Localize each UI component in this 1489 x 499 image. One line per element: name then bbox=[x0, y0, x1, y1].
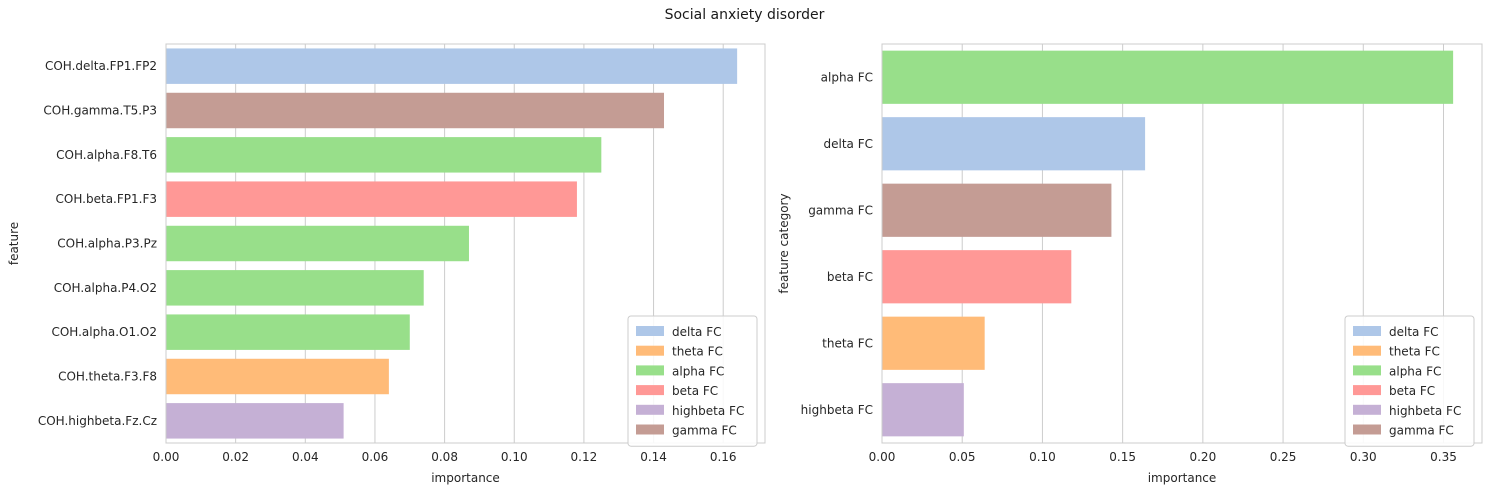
legend-swatch bbox=[636, 404, 664, 415]
axes-frame bbox=[165, 43, 766, 444]
x-tick-label: 0.15 bbox=[1109, 450, 1136, 464]
bar bbox=[166, 48, 738, 84]
x-axis-label: importance bbox=[1148, 471, 1217, 485]
legend-swatch bbox=[636, 385, 664, 396]
legend-label: alpha FC bbox=[672, 364, 724, 378]
x-tick-label: 0.10 bbox=[501, 450, 528, 464]
x-tick-label: 0.16 bbox=[710, 450, 737, 464]
subplot-1: 0.00 0.02 0.04 0.06 0.08 0.10 0.12 0.14 0.16 COH.… bbox=[7, 43, 766, 485]
bar bbox=[882, 183, 1112, 237]
legend-label: theta FC bbox=[672, 345, 723, 359]
x-tick-label: 0.10 bbox=[1029, 450, 1056, 464]
legend-swatch bbox=[1353, 424, 1381, 435]
legend-label: delta FC bbox=[672, 325, 722, 339]
figure-title: Social anxiety disorder bbox=[664, 7, 825, 23]
legend-label: delta FC bbox=[1389, 325, 1439, 339]
bar bbox=[166, 92, 665, 129]
legend-label: alpha FC bbox=[1389, 364, 1441, 378]
subplot-2: 0.00 0.05 0.10 0.15 0.20 0.25 0.30 0.35 alpha FC… bbox=[777, 43, 1483, 485]
bar bbox=[882, 50, 1454, 104]
x-tick-label: 0.04 bbox=[292, 450, 319, 464]
bar bbox=[166, 181, 577, 217]
legend-label: theta FC bbox=[1389, 345, 1440, 359]
legend-label: gamma FC bbox=[672, 424, 737, 438]
y-tick-label: highbeta FC bbox=[801, 403, 873, 417]
y-tick-label: COH.delta.FP1.FP2 bbox=[45, 59, 157, 73]
y-tick-label: beta FC bbox=[827, 270, 873, 284]
legend: delta FC theta FC alpha FC beta FC highbeta … bbox=[627, 315, 758, 447]
legend-swatch bbox=[636, 365, 664, 376]
x-tick-label: 0.35 bbox=[1430, 450, 1457, 464]
legend-swatch bbox=[1353, 326, 1381, 336]
bar bbox=[166, 137, 602, 173]
bar bbox=[166, 314, 410, 350]
bar bbox=[166, 270, 424, 306]
x-tick-label: 0.06 bbox=[362, 450, 389, 464]
y-tick-label: alpha FC bbox=[821, 70, 873, 84]
x-tick-label: 0.20 bbox=[1189, 450, 1216, 464]
legend-swatch bbox=[1353, 404, 1381, 415]
bar bbox=[166, 358, 389, 395]
legend: delta FC theta FC alpha FC beta FC highbeta … bbox=[1344, 315, 1475, 447]
legend-swatch bbox=[636, 326, 664, 336]
y-tick-label: COH.highbeta.Fz.Cz bbox=[38, 414, 157, 428]
x-tick-label: 0.02 bbox=[222, 450, 249, 464]
y-tick-label: theta FC bbox=[822, 336, 873, 350]
axes-frame bbox=[881, 43, 1483, 444]
x-tick-label: 0.05 bbox=[949, 450, 976, 464]
legend-swatch bbox=[636, 345, 664, 356]
y-tick-label: COH.beta.FP1.F3 bbox=[56, 192, 157, 206]
y-tick-label: COH.alpha.F8.T6 bbox=[56, 148, 157, 162]
legend-swatch bbox=[1353, 365, 1381, 376]
y-tick-label: COH.alpha.P3.Pz bbox=[57, 237, 157, 251]
x-tick-label: 0.08 bbox=[431, 450, 458, 464]
legend-label: beta FC bbox=[1389, 384, 1435, 398]
bar bbox=[166, 403, 344, 439]
x-tick-label: 0.12 bbox=[571, 450, 598, 464]
x-tick-label: 0.14 bbox=[640, 450, 667, 464]
y-tick-label: gamma FC bbox=[808, 203, 873, 217]
y-tick-label: COH.alpha.P4.O2 bbox=[54, 281, 157, 295]
legend-label: beta FC bbox=[672, 384, 718, 398]
x-axis-label: importance bbox=[431, 471, 500, 485]
y-axis-label: feature category bbox=[777, 193, 791, 293]
legend-swatch bbox=[636, 424, 664, 435]
legend-label: gamma FC bbox=[1389, 424, 1454, 438]
x-tick-label: 0.00 bbox=[869, 450, 896, 464]
legend-swatch bbox=[1353, 345, 1381, 356]
y-tick-label: COH.theta.F3.F8 bbox=[58, 370, 157, 384]
legend-swatch bbox=[1353, 385, 1381, 396]
bar bbox=[882, 250, 1072, 304]
bar bbox=[882, 117, 1146, 171]
bar bbox=[882, 316, 985, 370]
x-tick-label: 0.25 bbox=[1270, 450, 1297, 464]
bar bbox=[882, 383, 964, 437]
x-tick-label: 0.00 bbox=[153, 450, 180, 464]
y-tick-label: COH.gamma.T5.P3 bbox=[43, 104, 157, 118]
bar bbox=[166, 225, 469, 262]
y-tick-label: delta FC bbox=[824, 137, 874, 151]
y-axis-label: feature bbox=[7, 222, 21, 265]
legend-label: highbeta FC bbox=[1389, 404, 1461, 418]
legend-label: highbeta FC bbox=[672, 404, 744, 418]
y-tick-label: COH.alpha.O1.O2 bbox=[51, 325, 157, 339]
x-tick-label: 0.30 bbox=[1350, 450, 1377, 464]
